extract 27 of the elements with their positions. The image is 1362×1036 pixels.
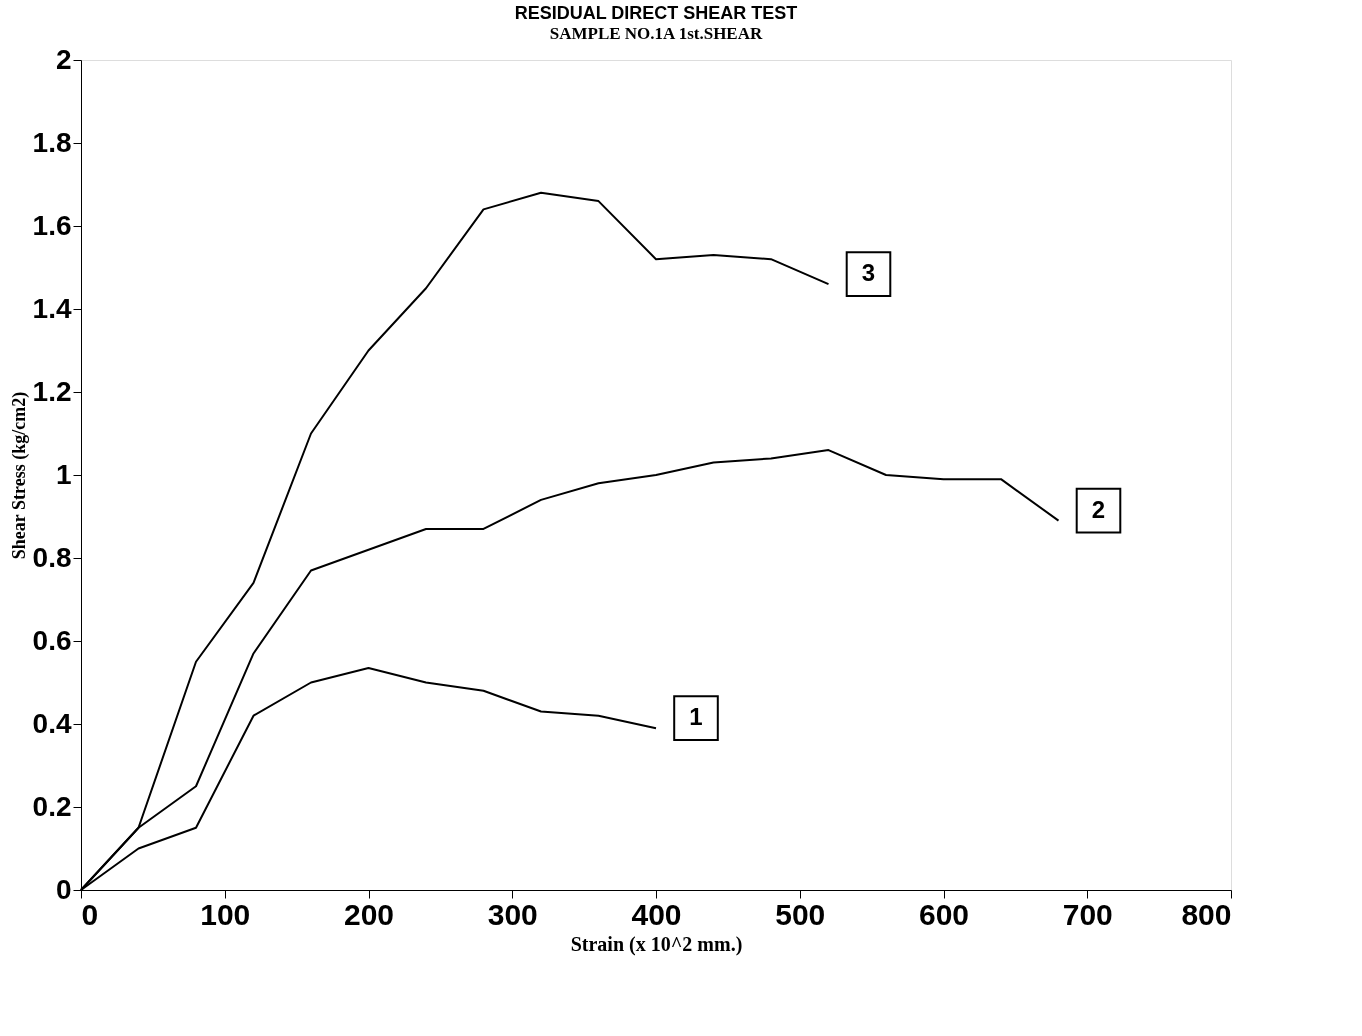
y-tick-label: 2 xyxy=(55,43,72,75)
x-tick-label: 400 xyxy=(631,897,682,931)
y-tick-label: 0.4 xyxy=(32,707,72,739)
y-tick-label: 1.6 xyxy=(32,209,72,241)
y-tick-label: 1.8 xyxy=(32,126,72,158)
x-tick-label: 600 xyxy=(918,897,970,931)
y-tick-label: 1 xyxy=(55,458,72,490)
x-tick-label: 200 xyxy=(343,897,395,931)
x-tick-label: 800 xyxy=(1181,897,1232,931)
x-tick-label: 100 xyxy=(200,897,251,931)
y-tick-label: 1.4 xyxy=(32,292,72,324)
x-tick-label: 500 xyxy=(775,897,826,931)
x-tick-label: 0 xyxy=(81,897,99,931)
x-tick-label: 700 xyxy=(1062,897,1113,931)
series-label: 3 xyxy=(861,259,876,287)
y-tick-label: 0 xyxy=(55,873,72,905)
y-tick-label: 0.8 xyxy=(32,541,72,573)
y-axis-title: Shear Stress (kg/cm2) xyxy=(8,391,30,560)
y-tick-label: 1.2 xyxy=(32,375,72,407)
series-label: 2 xyxy=(1091,495,1106,523)
x-axis-title: Strain (x 10^2 mm.) xyxy=(570,932,743,956)
x-tick-label: 300 xyxy=(487,897,538,931)
series-label: 1 xyxy=(689,703,703,731)
chart-title: RESIDUAL DIRECT SHEAR TEST xyxy=(514,3,798,23)
y-tick-label: 0.6 xyxy=(32,624,72,656)
y-tick-label: 0.2 xyxy=(32,790,72,822)
chart-subtitle: SAMPLE NO.1A 1st.SHEAR xyxy=(549,24,763,43)
